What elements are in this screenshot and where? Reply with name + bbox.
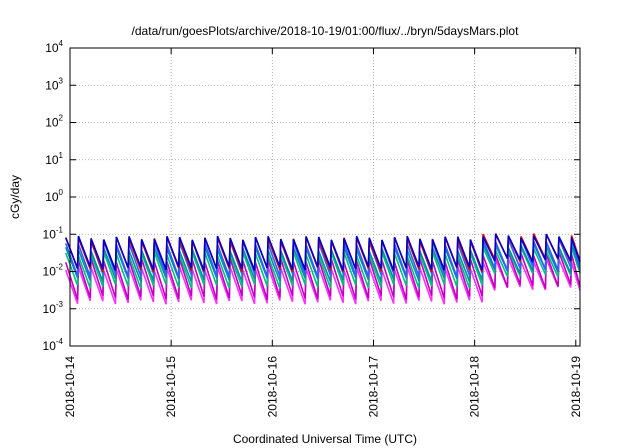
series-line-0 [65,233,581,271]
y-tick-exponent: 3 [59,76,64,85]
y-tick-label: 102 [45,114,63,130]
x-tick-label: 2018-10-18 [468,356,482,418]
x-axis-title: Coordinated Universal Time (UTC) [233,432,417,446]
y-tick-base: 10 [45,78,59,92]
grid [70,48,580,346]
y-tick-exponent: 1 [59,151,64,160]
y-tick-exponent: -1 [56,225,64,234]
y-tick-exponent: 2 [59,114,64,123]
x-axis: 2018-10-14 2018-10-15 2018-10-16 2018-10-17… [63,48,583,417]
y-tick-base: 10 [45,153,59,167]
x-tick-label: 2018-10-19 [569,356,583,418]
y-tick-label: 10-2 [43,263,64,279]
y-tick-base: 10 [43,302,57,316]
y-tick-base: 10 [43,265,57,279]
y-tick-base: 10 [45,116,59,130]
y-axis-title: cGy/day [8,175,22,219]
y-tick-exponent: 4 [59,39,64,48]
y-tick-base: 10 [45,190,59,204]
y-tick-label: 104 [45,39,63,55]
x-tick-label: 2018-10-15 [164,356,178,418]
y-tick-label: 10-1 [43,225,64,241]
x-tick-label: 2018-10-16 [265,356,279,418]
x-tick-label: 2018-10-14 [63,356,77,418]
y-tick-label: 103 [45,76,63,92]
y-tick-label: 100 [45,188,63,204]
y-tick-label: 10-4 [43,337,64,353]
y-tick-label: 10-3 [43,300,64,316]
chart-title: /data/run/goesPlots/archive/2018-10-19/0… [132,24,520,38]
y-tick-base: 10 [43,227,57,241]
y-tick-base: 10 [45,41,59,55]
x-tick-label: 2018-10-17 [366,356,380,418]
y-tick-exponent: -3 [56,300,64,309]
y-tick-exponent: -4 [56,337,64,346]
y-tick-label: 101 [45,151,63,167]
series-group [65,233,581,305]
y-tick-exponent: -2 [56,263,64,272]
y-tick-exponent: 0 [59,188,64,197]
y-tick-base: 10 [43,339,57,353]
